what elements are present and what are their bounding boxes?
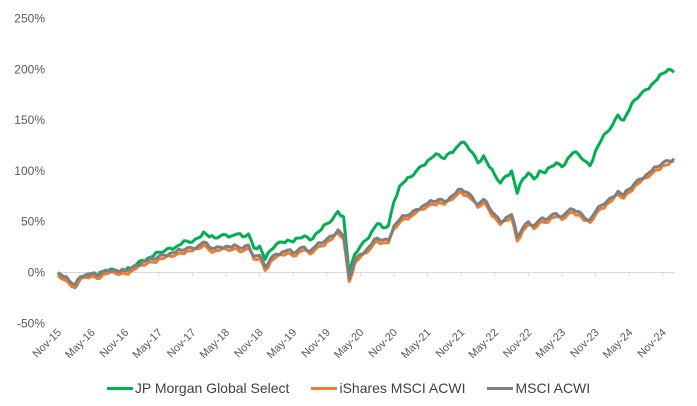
legend-item-msci: MSCI ACWI [487,380,590,396]
series-line-ishares [56,159,675,289]
x-tick-label: May-16 [63,327,97,361]
x-axis: Nov-15 May-16 Nov-16 May-17 Nov-17 May-18 Nov-… [31,327,669,361]
x-tick-label: May-23 [534,327,568,361]
x-tick-label: May-18 [198,327,232,361]
y-tick-label: 150% [14,113,45,127]
x-tick-label: May-17 [130,327,164,361]
x-tick-label: Nov-19 [299,327,333,361]
x-tick-label: Nov-22 [501,327,535,361]
series-line-msci [57,157,676,287]
x-tick-label: Nov-21 [434,327,468,361]
legend-swatch-msci [487,386,514,390]
x-tick-label: May-24 [601,327,635,361]
line-chart: 250%200%150%100%50%0%-50% Nov-15 May-16 No… [14,12,676,361]
x-tick-label: Nov-20 [367,327,401,361]
legend-swatch-ishares [311,386,338,390]
legend-item-ishares: iShares MSCI ACWI [311,380,465,396]
x-tick-label: Nov-15 [31,327,65,361]
x-tick-label: Nov-18 [232,327,266,361]
legend-label-msci: MSCI ACWI [515,380,591,396]
x-tick-label: May-22 [466,327,500,361]
x-tick-label: Nov-23 [568,327,602,361]
legend-swatch-jp-morgan [106,386,133,390]
x-tick-label: May-19 [265,327,299,361]
legend: JP Morgan Global Select iShares MSCI ACW… [0,380,697,396]
y-tick-label: 0% [28,266,46,280]
x-tick-label: May-21 [399,327,433,361]
legend-label-ishares: iShares MSCI ACWI [339,380,466,396]
x-tick-label: May-20 [332,327,366,361]
legend-item-jp-morgan: JP Morgan Global Select [106,380,290,396]
y-tick-label: 200% [14,62,45,76]
legend-label-jp-morgan: JP Morgan Global Select [134,380,290,396]
y-tick-label: 50% [21,215,45,229]
x-tick-label: Nov-17 [165,327,199,361]
y-tick-label: 100% [14,164,45,178]
plot-area [56,67,676,290]
y-tick-label: -50% [17,316,45,330]
y-axis: 250% 200% 150% 100% 50% 0% -50% [14,12,45,331]
x-tick-label: Nov-24 [635,327,669,361]
y-tick-label: 250% [14,12,45,26]
x-tick-label: Nov-16 [98,327,132,361]
series-line-jp-morgan [56,67,675,290]
